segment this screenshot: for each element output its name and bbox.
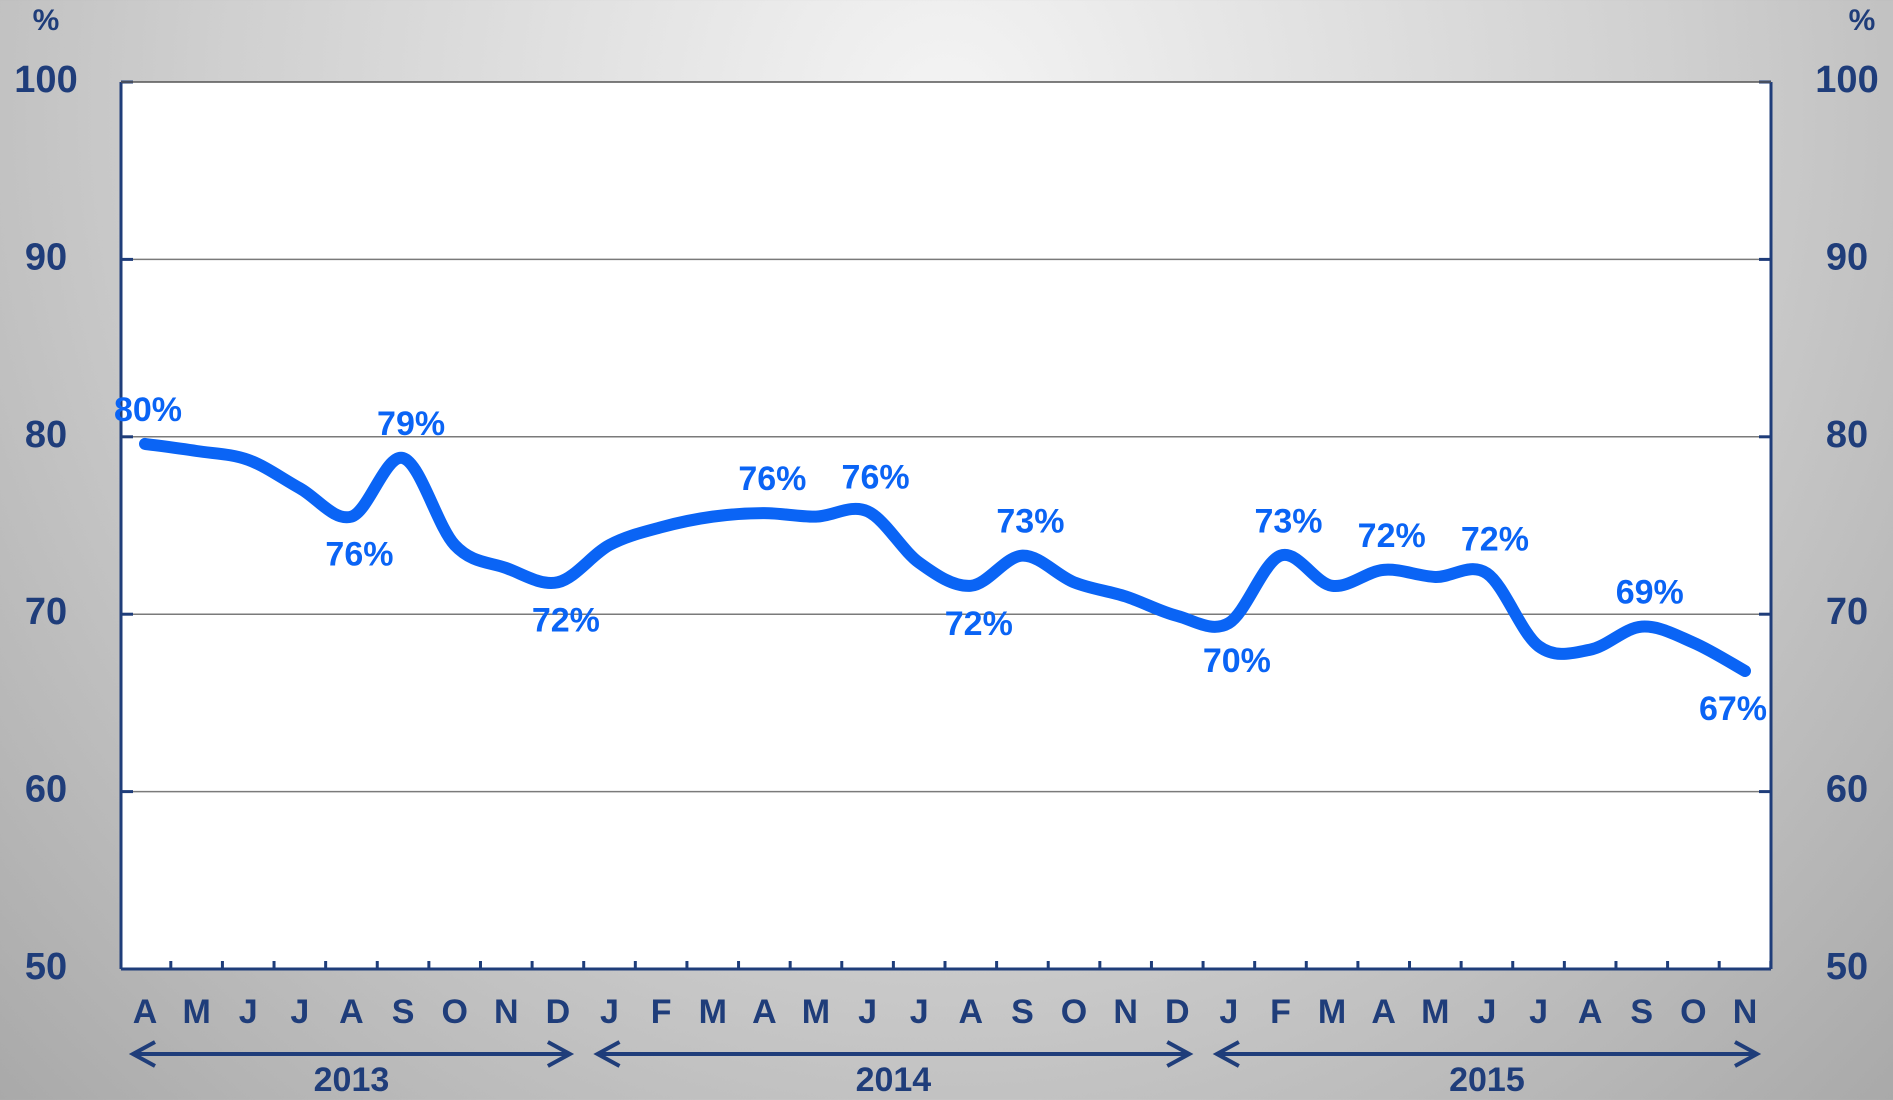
x-tick-label: S: [392, 993, 415, 1031]
y-tick-label-left: 80: [25, 414, 67, 456]
x-tick-label: J: [239, 993, 258, 1031]
data-label: 76%: [738, 460, 806, 498]
x-tick-label: N: [1733, 993, 1758, 1031]
data-label: 72%: [532, 601, 600, 639]
y-unit-left: %: [33, 4, 60, 37]
year-arrow-head: [1734, 1040, 1762, 1068]
x-tick-label: A: [959, 993, 984, 1031]
x-tick-label: O: [1680, 993, 1706, 1031]
x-tick-label: S: [1630, 993, 1653, 1031]
data-label: 70%: [1203, 642, 1271, 680]
x-tick-label: J: [290, 993, 309, 1031]
year-arrow-head: [1166, 1040, 1194, 1068]
y-tick-label-left: 50: [25, 946, 67, 988]
x-tick-label: M: [1421, 993, 1449, 1031]
y-tick-label-right: 100: [1815, 59, 1878, 101]
data-label: 73%: [996, 503, 1064, 541]
x-tick-label: M: [1318, 993, 1346, 1031]
x-tick-label: D: [546, 993, 571, 1031]
x-tick-label: D: [1165, 993, 1190, 1031]
x-tick-label: J: [1477, 993, 1496, 1031]
plot-area: [121, 82, 1771, 969]
x-tick-label: A: [1371, 993, 1396, 1031]
x-tick-label: J: [858, 993, 877, 1031]
x-tick-label: A: [339, 993, 364, 1031]
y-tick-label-right: 60: [1826, 769, 1868, 811]
data-label: 76%: [842, 458, 910, 496]
x-tick-label: J: [1529, 993, 1548, 1031]
data-label: 72%: [1461, 520, 1529, 558]
x-tick-label: O: [441, 993, 467, 1031]
year-arrow-head: [593, 1040, 621, 1068]
y-tick-label-right: 70: [1826, 591, 1868, 633]
data-label: 76%: [325, 536, 393, 574]
data-label: 79%: [377, 405, 445, 443]
x-tick-label: M: [182, 993, 210, 1031]
year-label: 2014: [856, 1061, 932, 1099]
x-tick-label: M: [802, 993, 830, 1031]
data-label: 67%: [1699, 690, 1767, 728]
x-tick-label: N: [494, 993, 519, 1031]
y-tick-label-right: 80: [1826, 414, 1868, 456]
y-tick-label-left: 100: [14, 59, 77, 101]
x-tick-label: S: [1011, 993, 1034, 1031]
x-tick-label: J: [1219, 993, 1238, 1031]
x-tick-label: A: [752, 993, 777, 1031]
y-tick-label-right: 50: [1826, 946, 1868, 988]
data-label: 69%: [1616, 574, 1684, 612]
data-label: 80%: [114, 391, 182, 429]
y-unit-right: %: [1849, 4, 1876, 37]
x-tick-label: J: [600, 993, 619, 1031]
year-label: 2015: [1449, 1061, 1525, 1099]
year-arrow-head: [546, 1040, 575, 1068]
x-tick-label: A: [133, 993, 158, 1031]
line: [139, 437, 1751, 677]
year-label: 2013: [314, 1061, 390, 1099]
x-tick-label: F: [651, 993, 672, 1031]
x-tick-label: F: [1270, 993, 1291, 1031]
data-label: 73%: [1254, 503, 1322, 541]
x-tick-label: M: [699, 993, 727, 1031]
data-label: 72%: [945, 605, 1013, 643]
x-tick-label: O: [1061, 993, 1087, 1031]
year-arrow-head: [128, 1040, 156, 1068]
data-label: 72%: [1358, 517, 1426, 555]
x-tick-label: A: [1578, 993, 1603, 1031]
y-tick-label-left: 60: [25, 769, 67, 811]
x-tick-label: J: [910, 993, 929, 1031]
y-tick-label-left: 70: [25, 591, 67, 633]
x-tick-label: N: [1113, 993, 1138, 1031]
y-tick-label-right: 90: [1826, 236, 1868, 278]
y-tick-label-left: 90: [25, 236, 67, 278]
year-arrow-head: [1212, 1040, 1240, 1068]
